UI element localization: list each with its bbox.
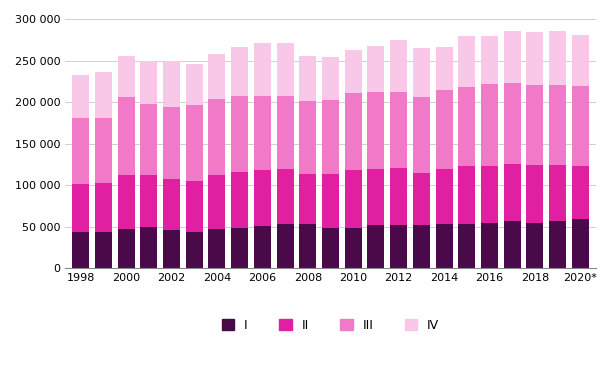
Bar <box>367 225 384 269</box>
Bar <box>322 57 339 100</box>
Bar <box>481 166 498 223</box>
Bar <box>413 48 430 97</box>
Bar <box>503 164 521 221</box>
Bar <box>390 92 407 168</box>
Bar <box>322 228 339 269</box>
Bar <box>458 87 475 166</box>
Bar <box>231 172 248 228</box>
Bar <box>390 40 407 92</box>
Bar <box>186 106 203 181</box>
Bar <box>186 64 203 106</box>
Bar <box>572 35 589 86</box>
Bar <box>481 223 498 269</box>
Bar <box>299 224 316 269</box>
Bar <box>549 221 566 269</box>
Bar <box>163 230 180 269</box>
Bar <box>209 99 225 174</box>
Bar <box>390 168 407 225</box>
Bar <box>72 232 89 269</box>
Bar <box>141 61 157 104</box>
Bar <box>209 230 225 269</box>
Bar <box>503 83 521 164</box>
Bar <box>367 169 384 225</box>
Bar <box>118 175 134 230</box>
Bar <box>367 46 384 92</box>
Bar <box>526 32 543 85</box>
Bar <box>435 169 453 224</box>
Bar <box>526 165 543 223</box>
Bar <box>141 227 157 269</box>
Bar <box>299 101 316 174</box>
Bar <box>254 95 271 170</box>
Bar <box>458 36 475 87</box>
Bar <box>503 31 521 83</box>
Bar <box>549 31 566 85</box>
Bar <box>163 107 180 179</box>
Bar <box>572 166 589 219</box>
Bar <box>435 224 453 269</box>
Bar <box>458 166 475 224</box>
Bar <box>572 219 589 269</box>
Bar <box>72 75 89 118</box>
Bar <box>72 118 89 184</box>
Bar <box>322 100 339 174</box>
Bar <box>367 92 384 169</box>
Bar <box>344 170 362 228</box>
Bar <box>435 47 453 90</box>
Bar <box>95 118 112 183</box>
Bar <box>481 36 498 84</box>
Bar <box>413 97 430 173</box>
Bar <box>276 43 293 95</box>
Bar <box>118 230 134 269</box>
Bar <box>549 85 566 165</box>
Bar <box>322 174 339 228</box>
Bar <box>163 179 180 230</box>
Bar <box>141 175 157 227</box>
Bar <box>344 228 362 269</box>
Bar <box>254 170 271 226</box>
Bar <box>572 86 589 166</box>
Bar <box>95 232 112 269</box>
Bar <box>209 54 225 99</box>
Bar <box>95 72 112 118</box>
Bar <box>549 165 566 221</box>
Bar <box>118 97 134 175</box>
Bar <box>209 174 225 230</box>
Bar <box>526 85 543 165</box>
Bar <box>276 169 293 224</box>
Bar <box>481 84 498 166</box>
Bar <box>413 225 430 269</box>
Bar <box>141 104 157 175</box>
Bar <box>435 90 453 169</box>
Bar <box>163 61 180 107</box>
Bar <box>231 96 248 172</box>
Bar <box>390 225 407 269</box>
Bar <box>526 223 543 269</box>
Bar <box>231 228 248 269</box>
Bar <box>72 184 89 232</box>
Bar <box>344 93 362 170</box>
Bar <box>299 174 316 224</box>
Bar <box>95 183 112 232</box>
Bar <box>458 224 475 269</box>
Bar <box>276 95 293 169</box>
Bar <box>186 232 203 269</box>
Legend: I, II, III, IV: I, II, III, IV <box>217 314 445 337</box>
Bar <box>254 226 271 269</box>
Bar <box>118 56 134 97</box>
Bar <box>503 221 521 269</box>
Bar <box>344 50 362 93</box>
Bar <box>254 43 271 95</box>
Bar <box>299 56 316 101</box>
Bar <box>231 47 248 96</box>
Bar <box>186 181 203 232</box>
Bar <box>276 224 293 269</box>
Bar <box>413 173 430 225</box>
